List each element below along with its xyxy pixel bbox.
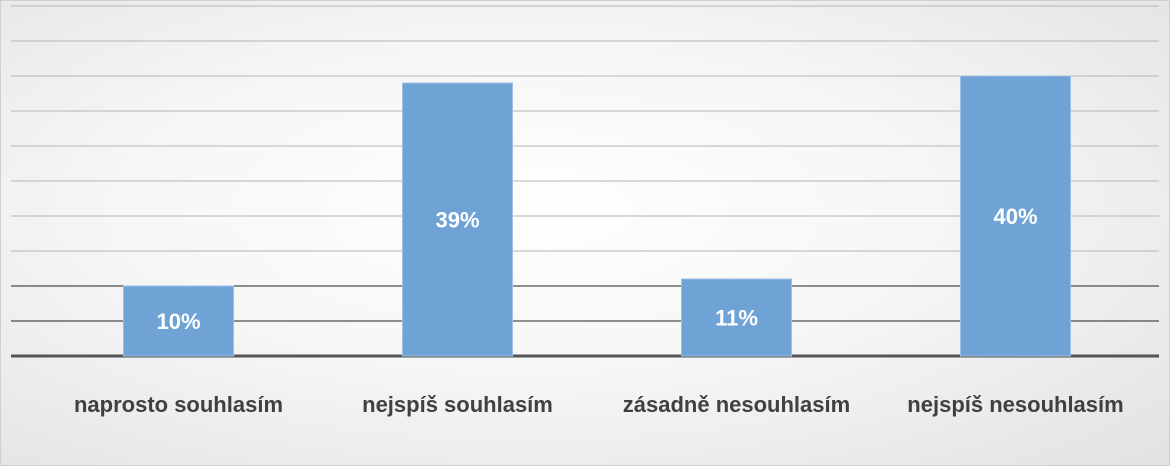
x-tick-label: nejspíš nesouhlasím (907, 392, 1124, 417)
x-tick-label: nejspíš souhlasím (362, 392, 553, 417)
bar (681, 278, 792, 357)
bar (960, 75, 1071, 357)
data-label: 40% (993, 204, 1037, 229)
bar (402, 82, 513, 357)
x-tick-label: zásadně nesouhlasím (622, 392, 851, 417)
bar (123, 285, 234, 357)
data-label: 10% (156, 309, 200, 334)
x-tick-label: naprosto souhlasím (73, 392, 284, 417)
data-label: 39% (435, 207, 479, 232)
data-label: 11% (715, 305, 758, 330)
